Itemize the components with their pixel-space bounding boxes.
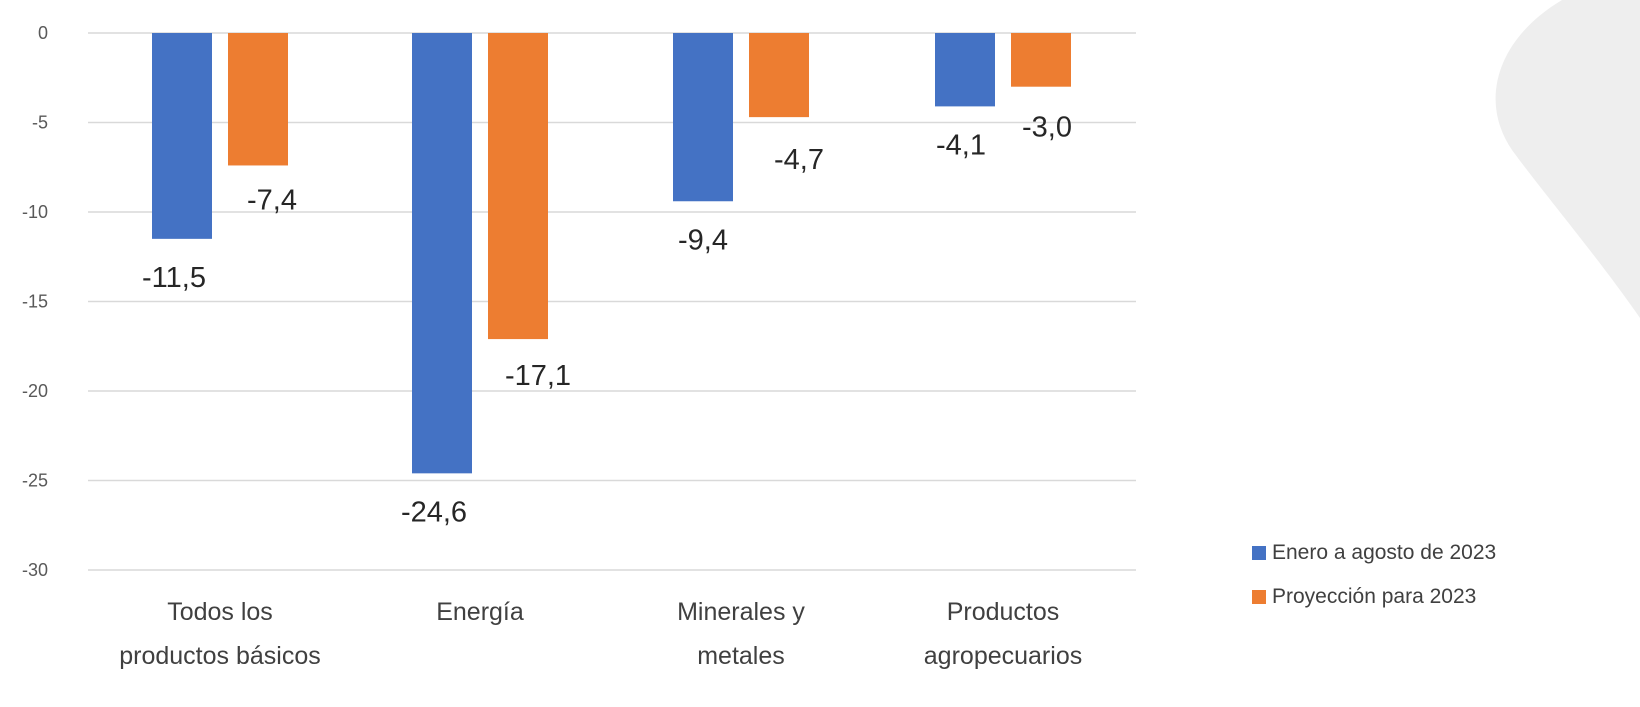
category-label: Productos xyxy=(947,598,1060,626)
data-label: -3,0 xyxy=(1022,112,1072,144)
bar xyxy=(1011,33,1071,87)
category-label: agropecuarios xyxy=(924,642,1082,670)
data-label: -9,4 xyxy=(678,224,728,256)
y-tick-label: -15 xyxy=(22,292,48,312)
y-tick-label: -5 xyxy=(32,113,48,133)
category-label: Minerales y xyxy=(677,598,805,626)
y-tick-label: -20 xyxy=(22,381,48,401)
category-label: Todos los xyxy=(167,598,273,626)
decorative-background-shape xyxy=(1495,0,1640,318)
data-label: -17,1 xyxy=(505,360,571,392)
bar xyxy=(749,33,809,118)
bar xyxy=(673,33,733,202)
legend-swatch xyxy=(1252,590,1266,604)
y-tick-label: -30 xyxy=(22,560,48,580)
legend-swatch xyxy=(1252,546,1266,560)
bar xyxy=(152,33,212,239)
data-label: -4,7 xyxy=(774,144,824,176)
category-label: Energía xyxy=(436,598,524,626)
bar xyxy=(228,33,288,166)
y-tick-label: -25 xyxy=(22,471,48,491)
data-label: -24,6 xyxy=(401,496,467,528)
category-label: metales xyxy=(697,642,785,670)
data-label: -4,1 xyxy=(936,129,986,161)
y-tick-label: -10 xyxy=(22,202,48,222)
legend-label: Enero a agosto de 2023 xyxy=(1272,541,1496,564)
data-label: -7,4 xyxy=(247,184,297,216)
data-label: -11,5 xyxy=(142,262,206,294)
y-tick-label: 0 xyxy=(38,23,48,43)
bar xyxy=(935,33,995,107)
category-label: productos básicos xyxy=(119,642,321,670)
bar xyxy=(488,33,548,340)
bar xyxy=(412,33,472,474)
legend-label: Proyección para 2023 xyxy=(1272,585,1476,608)
